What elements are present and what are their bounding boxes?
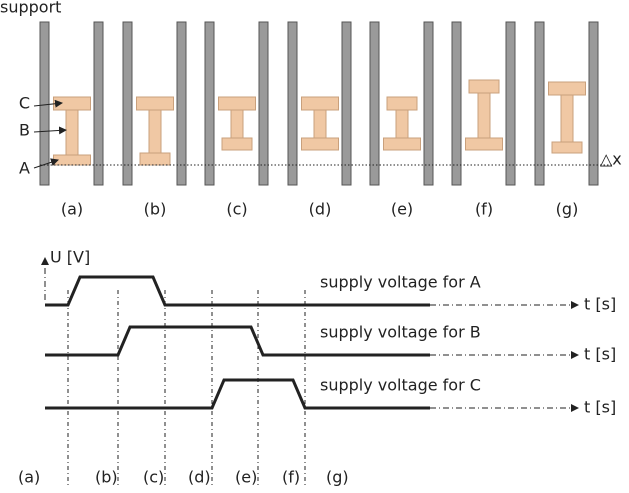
part-c [137, 97, 174, 110]
part-a [222, 138, 252, 150]
support-panel: (a) (b) (c) (d) (e) (f) (g) [40, 22, 598, 219]
signal-label: supply voltage for C [320, 376, 481, 395]
timing-panel: t [s] supply voltage for A t [s] supply vol… [18, 273, 616, 487]
panel-label: (f) [475, 200, 493, 219]
part-label: B [19, 121, 30, 140]
support-rail [370, 22, 379, 185]
phase-label: (d) [188, 468, 211, 487]
part-b [396, 110, 408, 138]
panel-label: (a) [61, 200, 83, 219]
part-a [552, 142, 582, 153]
part-c [219, 97, 256, 110]
support-rail [589, 22, 598, 185]
phase-label: (g) [326, 468, 349, 487]
part-a [466, 138, 503, 150]
part-label: C [19, 94, 30, 113]
part-b [149, 110, 161, 153]
part-b [478, 93, 490, 138]
support-rail [342, 22, 351, 185]
signal-label: supply voltage for B [320, 323, 481, 342]
support-rail [424, 22, 433, 185]
support-rail [535, 22, 544, 185]
part-label: A [19, 159, 30, 178]
part-b [561, 95, 573, 142]
phase-label: (f) [282, 468, 300, 487]
part-a [302, 138, 339, 150]
y-axis-label: U [V] [50, 248, 90, 267]
support-label: support [0, 0, 61, 17]
phase-label: (a) [18, 468, 40, 487]
time-label: t [s] [584, 398, 616, 417]
support-rail [94, 22, 103, 185]
part-b [66, 110, 78, 155]
part-a [54, 155, 91, 165]
part-c [549, 82, 586, 95]
support-rail [177, 22, 186, 185]
phase-label: (c) [143, 468, 164, 487]
delta-label: △x [600, 150, 622, 169]
phase-label: (e) [235, 468, 257, 487]
diagram: support (a) (b) (c) (d) (e) (f) (g) △x C B A U… [0, 0, 629, 493]
support-rail [288, 22, 297, 185]
part-c [387, 97, 417, 110]
support-rail [506, 22, 515, 185]
panel-label: (e) [391, 200, 413, 219]
time-label: t [s] [584, 295, 616, 314]
panel-label: (b) [144, 200, 167, 219]
support-rail [259, 22, 268, 185]
phase-label: (b) [95, 468, 118, 487]
part-c [302, 97, 339, 110]
time-label: t [s] [584, 345, 616, 364]
signal-label: supply voltage for A [320, 273, 481, 292]
part-c [469, 80, 499, 93]
pointer [34, 130, 66, 132]
panel-label: (g) [556, 200, 579, 219]
panel-label: (c) [226, 200, 247, 219]
support-rail [40, 22, 49, 185]
part-a [384, 138, 421, 150]
support-rail [123, 22, 132, 185]
support-rail [205, 22, 214, 185]
part-b [231, 110, 243, 138]
part-b [314, 110, 326, 138]
support-rail [452, 22, 461, 185]
panel-label: (d) [309, 200, 332, 219]
part-a [140, 153, 170, 165]
